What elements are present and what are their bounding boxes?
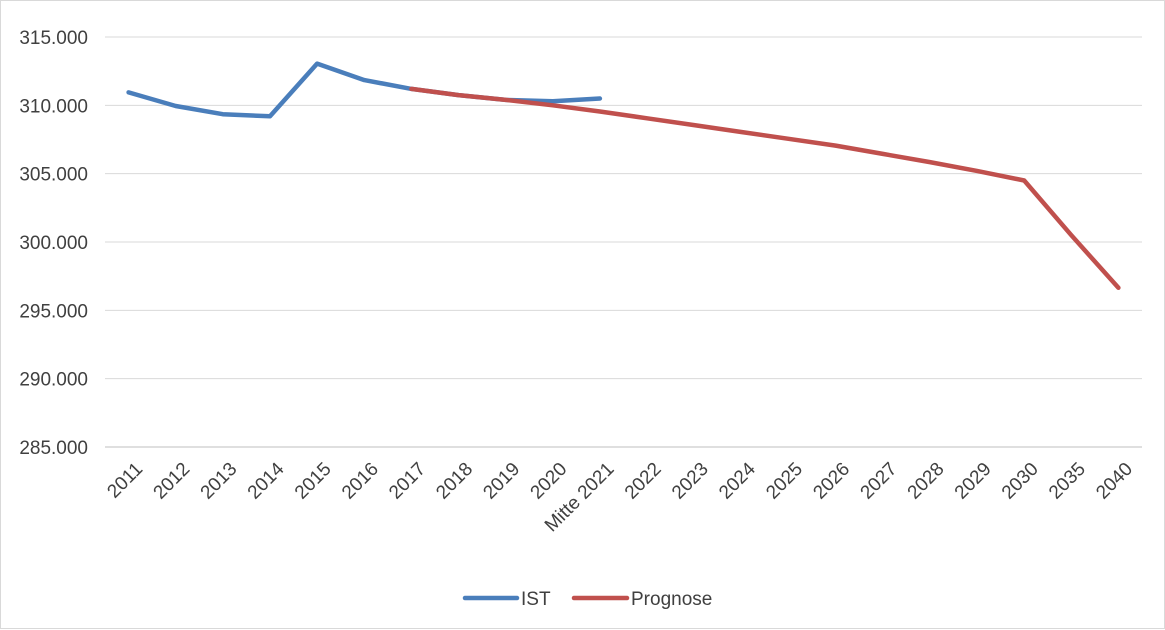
legend: IST Prognose: [462, 589, 712, 610]
y-tick-label: 305.000: [19, 165, 88, 186]
series-line-prognose: [409, 86, 1121, 291]
x-tick-label: 2030: [998, 459, 1043, 504]
x-tick-label: 2015: [291, 459, 336, 504]
x-tick-label: 2024: [715, 458, 760, 503]
series-lines: [126, 61, 1121, 291]
y-tick-label: 295.000: [19, 301, 88, 322]
legend-label-prognose: Prognose: [631, 589, 712, 610]
x-tick-label: 2017: [385, 459, 430, 504]
x-tick-label: 2014: [244, 458, 289, 503]
y-tick-label: 290.000: [19, 370, 88, 391]
x-tick-label: 2029: [951, 459, 996, 504]
x-tick-label: 2011: [103, 459, 147, 503]
x-tick-label: 2028: [904, 459, 949, 504]
y-tick-label: 285.000: [19, 438, 88, 459]
series-line-ist: [126, 61, 603, 119]
y-tick-label: 315.000: [19, 28, 88, 49]
x-tick-label: 2035: [1045, 459, 1090, 504]
x-tick-label: 2025: [762, 459, 807, 504]
x-tick-label: 2018: [432, 459, 477, 504]
gridlines: [105, 36, 1142, 380]
y-axis-tick-labels: 285.000 290.000 295.000 300.000 305.000 310.0…: [19, 28, 88, 459]
x-tick-label: 2012: [150, 459, 195, 504]
y-tick-label: 310.000: [19, 96, 88, 117]
x-tick-label: 2019: [479, 459, 524, 504]
x-tick-label: 2023: [668, 459, 713, 504]
x-tick-label: 2013: [197, 459, 242, 504]
x-tick-label: 2026: [809, 459, 854, 504]
x-tick-label: 2022: [621, 459, 666, 504]
x-axis-tick-labels: 2011 2012 2013 2014 2015 2016 2017 2018 2019 2020…: [103, 458, 1137, 536]
x-tick-label: 2027: [857, 459, 902, 504]
x-tick-label: 2016: [338, 459, 383, 504]
legend-label-ist: IST: [521, 589, 551, 610]
x-tick-label: 2040: [1092, 459, 1137, 504]
y-tick-label: 300.000: [19, 233, 88, 254]
